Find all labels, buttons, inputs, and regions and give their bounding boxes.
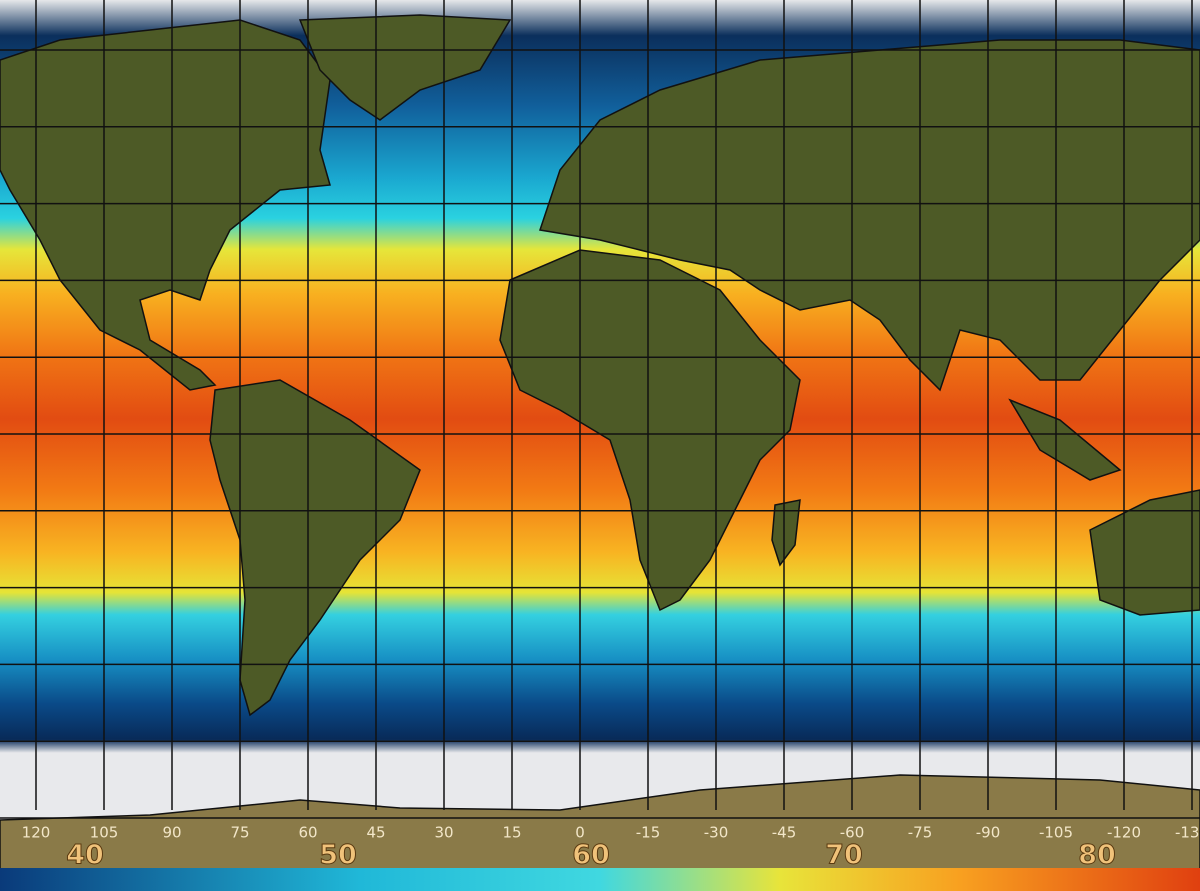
longitude-label: -60 bbox=[840, 824, 865, 842]
scale-label: 80 bbox=[1078, 840, 1116, 871]
scale-label: 60 bbox=[572, 840, 610, 871]
longitude-label: 15 bbox=[502, 824, 521, 842]
longitude-label: -90 bbox=[976, 824, 1001, 842]
scale-label: 70 bbox=[825, 840, 863, 871]
longitude-label: 120 bbox=[22, 824, 51, 842]
longitude-grid bbox=[35, 0, 1193, 810]
longitude-label: -45 bbox=[772, 824, 797, 842]
longitude-label: -135 bbox=[1175, 824, 1200, 842]
longitude-label: 0 bbox=[575, 824, 585, 842]
longitude-label: -105 bbox=[1039, 824, 1073, 842]
longitude-label: 90 bbox=[162, 824, 181, 842]
longitude-label: 30 bbox=[434, 824, 453, 842]
scale-label: 40 bbox=[66, 840, 104, 871]
longitude-label: 45 bbox=[366, 824, 385, 842]
longitude-label: 60 bbox=[298, 824, 317, 842]
longitude-label: -15 bbox=[636, 824, 661, 842]
longitude-label: -120 bbox=[1107, 824, 1141, 842]
latitude-grid bbox=[0, 49, 1200, 819]
labels: 120 105 90 75 60 45 30 15 0 -15 -30 -45 -60 -75 -90 -10… bbox=[22, 824, 1200, 872]
longitude-label: 105 bbox=[90, 824, 119, 842]
longitude-label: -75 bbox=[908, 824, 933, 842]
longitude-label: -30 bbox=[704, 824, 729, 842]
color-scale-bar bbox=[0, 868, 1200, 891]
scale-label: 50 bbox=[319, 840, 357, 871]
longitude-label: 75 bbox=[230, 824, 249, 842]
